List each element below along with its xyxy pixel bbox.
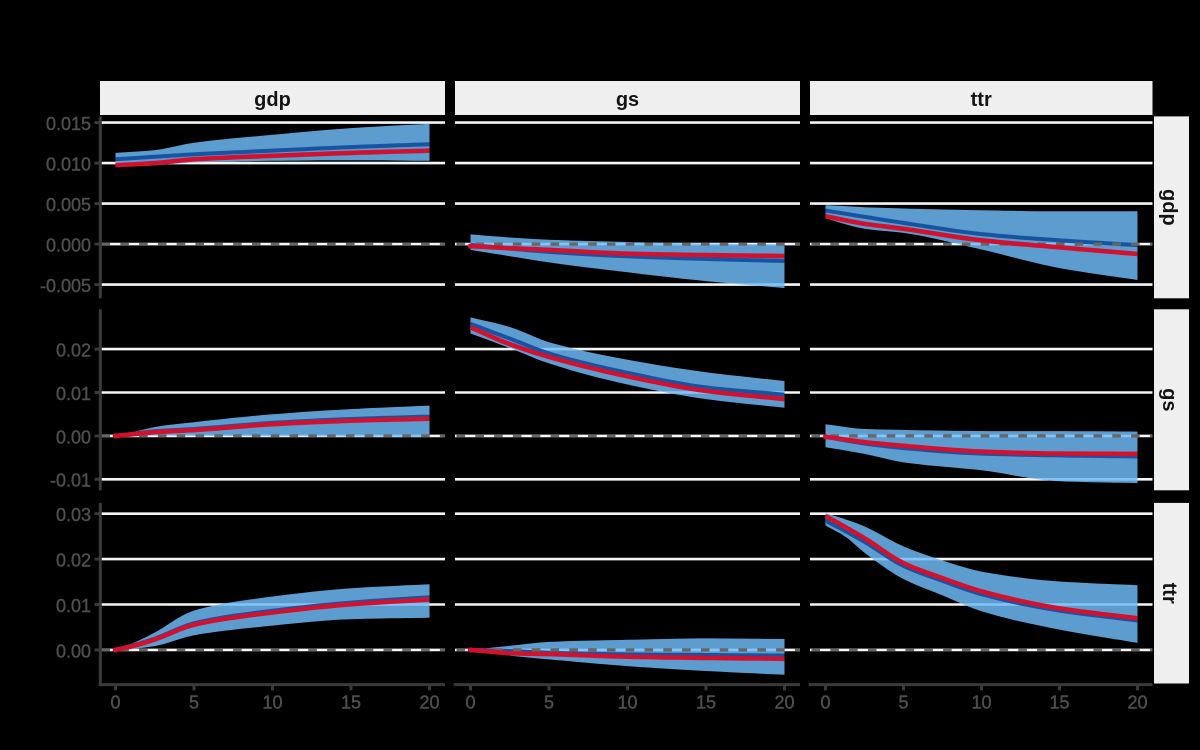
- svg-text:15: 15: [1049, 692, 1069, 712]
- svg-text:gs: gs: [616, 89, 639, 111]
- svg-text:0: 0: [465, 692, 475, 712]
- svg-text:15: 15: [341, 692, 361, 712]
- svg-text:5: 5: [898, 692, 908, 712]
- svg-text:0.010: 0.010: [46, 155, 91, 175]
- svg-text:0.01: 0.01: [56, 384, 91, 404]
- svg-text:10: 10: [617, 692, 637, 712]
- svg-text:0: 0: [110, 692, 120, 712]
- svg-text:0.02: 0.02: [56, 551, 91, 571]
- svg-text:10: 10: [262, 692, 282, 712]
- svg-text:10: 10: [971, 692, 991, 712]
- svg-text:gdp: gdp: [254, 89, 291, 111]
- svg-text:0.00: 0.00: [56, 641, 91, 661]
- svg-text:20: 20: [1127, 692, 1147, 712]
- svg-text:gdp: gdp: [1158, 189, 1180, 226]
- svg-text:0: 0: [820, 692, 830, 712]
- svg-text:0.01: 0.01: [56, 596, 91, 616]
- svg-text:20: 20: [774, 692, 794, 712]
- svg-text:ttr: ttr: [971, 89, 992, 111]
- svg-text:0.005: 0.005: [46, 195, 91, 215]
- svg-text:0.000: 0.000: [46, 236, 91, 256]
- svg-text:ttr: ttr: [1158, 583, 1180, 604]
- svg-text:-0.005: -0.005: [40, 276, 91, 296]
- svg-text:0.015: 0.015: [46, 114, 91, 134]
- svg-text:0.03: 0.03: [56, 505, 91, 525]
- svg-text:5: 5: [189, 692, 199, 712]
- svg-text:0.02: 0.02: [56, 341, 91, 361]
- svg-text:0.00: 0.00: [56, 427, 91, 447]
- svg-text:15: 15: [696, 692, 716, 712]
- svg-text:gs: gs: [1158, 388, 1180, 411]
- svg-text:-0.01: -0.01: [50, 471, 91, 491]
- svg-text:20: 20: [419, 692, 439, 712]
- svg-text:5: 5: [544, 692, 554, 712]
